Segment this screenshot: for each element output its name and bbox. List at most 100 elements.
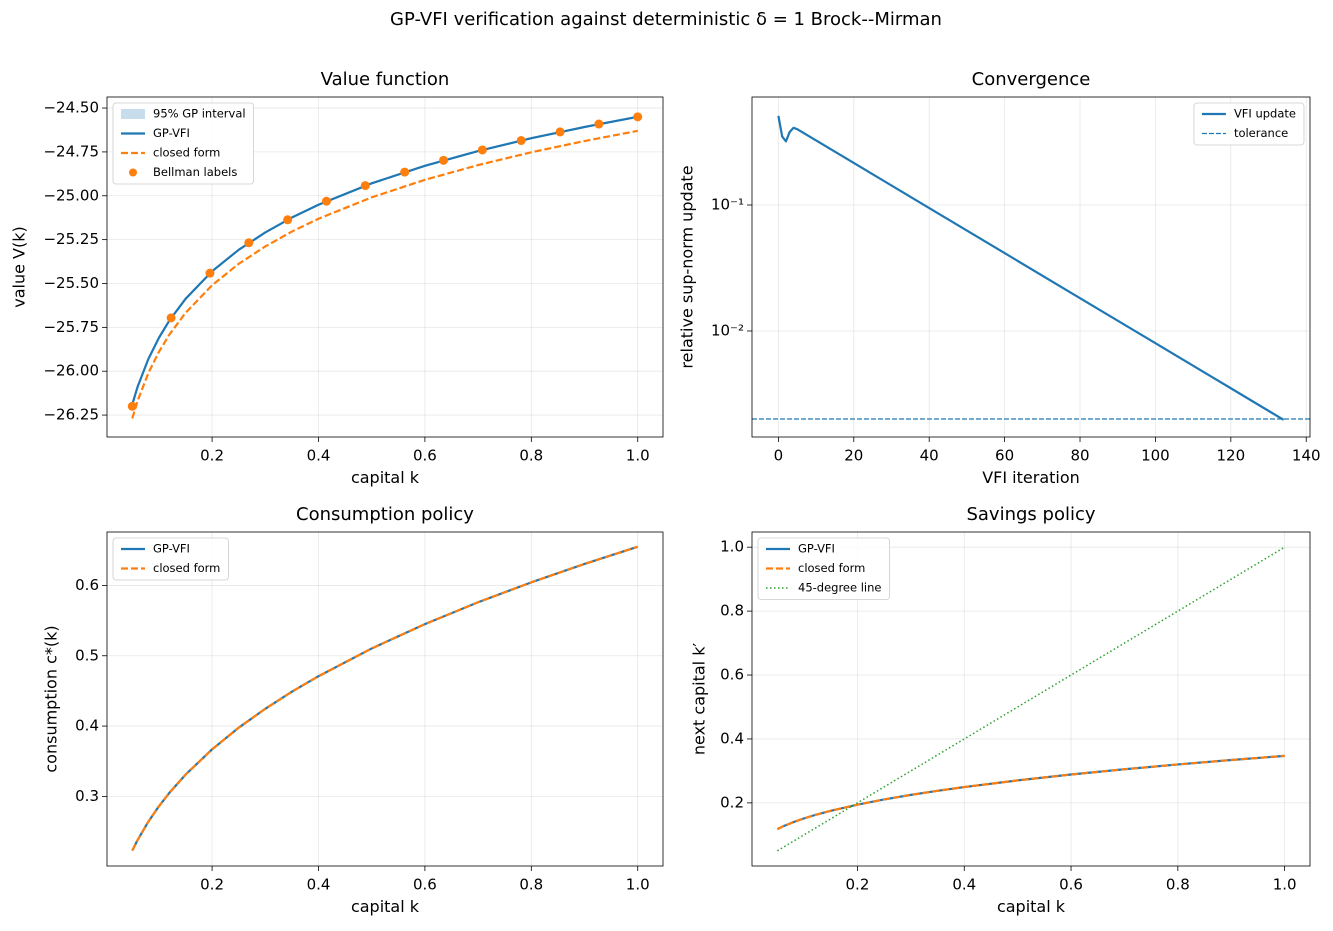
y-tick-label: 1.0: [720, 538, 744, 556]
line-series: [131, 545, 639, 852]
y-axis-label: value V(k): [10, 226, 29, 307]
x-tick-label: 80: [1070, 447, 1089, 465]
legend-label: GP-VFI: [153, 126, 190, 140]
x-tick-label: 140: [1292, 447, 1321, 465]
y-axis-label: relative sup-norm update: [678, 165, 697, 368]
figure-title: GP-VFI verification against deterministi…: [390, 9, 942, 30]
marker: [205, 268, 215, 278]
legend-label: closed form: [153, 146, 220, 160]
y-tick-label: −24.75: [43, 142, 99, 160]
marker: [594, 119, 604, 129]
x-axis-label: VFI iteration: [982, 468, 1080, 487]
plot-area: [127, 112, 643, 419]
marker: [283, 215, 293, 225]
axes-title: Consumption policy: [296, 504, 474, 525]
axes-title: Convergence: [972, 69, 1091, 90]
x-tick-label: 0.6: [413, 876, 437, 894]
y-tick-label: −25.00: [43, 186, 99, 204]
marker: [166, 313, 176, 323]
subplot: 0 20 40 60 80 100 120 140 10⁻² 10⁻¹ Convergence VFI…: [678, 69, 1321, 487]
legend-label: Bellman labels: [153, 165, 237, 179]
legend-label: GP-VFI: [798, 542, 835, 556]
y-tick-label: 0.2: [720, 793, 744, 811]
legend-label: tolerance: [1234, 126, 1288, 140]
subplot: 0.2 0.4 0.6 0.8 1.0 −24.50 −24.75 −25.00 −25.25 −…: [10, 69, 664, 487]
axes-frame: [751, 96, 1311, 438]
x-tick-label: 0: [774, 447, 784, 465]
x-tick-label: 100: [1141, 447, 1170, 465]
y-tick-label: 10⁻²: [711, 321, 744, 339]
legend: GP-VFI closed form 45-degree line: [757, 537, 890, 600]
y-tick-label: 0.4: [720, 729, 744, 747]
axes-title: Savings policy: [966, 504, 1095, 525]
y-tick-label: 0.4: [75, 717, 99, 735]
x-tick-label: 0.4: [307, 447, 331, 465]
x-tick-label: 1.0: [1273, 876, 1297, 894]
line-series: [131, 115, 638, 405]
y-tick-label: 10⁻¹: [711, 196, 744, 214]
x-tick-label: 20: [844, 447, 863, 465]
x-axis-label: capital k: [351, 897, 420, 916]
y-tick-label: 0.6: [720, 666, 744, 684]
x-tick-label: 1.0: [626, 876, 650, 894]
x-tick-label: 40: [920, 447, 939, 465]
x-tick-label: 0.8: [519, 876, 543, 894]
y-tick-label: 0.5: [75, 646, 99, 664]
plot-area: [776, 546, 1286, 852]
legend-label: closed form: [153, 561, 220, 575]
legend-frame: [757, 537, 890, 600]
y-tick-label: 0.8: [720, 602, 744, 620]
y-tick-label: −25.50: [43, 274, 99, 292]
legend: GP-VFI closed form: [112, 537, 229, 581]
marker: [516, 136, 526, 146]
plot-area: [131, 545, 639, 852]
legend-label: 95% GP interval: [153, 107, 246, 121]
y-axis-label: consumption c*(k): [42, 625, 61, 772]
x-tick-label: 0.2: [846, 876, 870, 894]
legend-swatch: [129, 168, 137, 177]
y-tick-label: −26.00: [43, 362, 99, 380]
y-tick-label: 0.6: [75, 576, 99, 594]
y-tick-label: −24.50: [43, 99, 99, 117]
y-tick-label: 0.3: [75, 787, 99, 805]
legend-label: GP-VFI: [153, 542, 190, 556]
x-tick-label: 0.4: [307, 876, 331, 894]
y-tick-label: −26.25: [43, 406, 99, 424]
marker: [555, 127, 565, 137]
y-axis-label: next capital k′: [690, 643, 709, 756]
x-tick-label: 0.2: [200, 447, 224, 465]
line-series: [776, 546, 1286, 852]
marker: [127, 401, 137, 411]
axes-title: Value function: [321, 69, 450, 90]
legend-frame: [112, 102, 254, 185]
x-tick-label: 0.8: [519, 447, 543, 465]
x-tick-label: 0.4: [952, 876, 976, 894]
y-tick-label: −25.75: [43, 318, 99, 336]
x-tick-label: 60: [995, 447, 1014, 465]
x-tick-label: 0.6: [413, 447, 437, 465]
line-series: [777, 115, 1285, 421]
x-tick-label: 0.6: [1059, 876, 1083, 894]
legend-label: closed form: [798, 561, 865, 575]
y-tick-label: −25.25: [43, 230, 99, 248]
axes-frame: [751, 531, 1311, 867]
marker: [439, 155, 449, 165]
x-tick-label: 1.0: [626, 447, 650, 465]
marker: [244, 238, 254, 248]
subplot: 0.2 0.4 0.6 0.8 1.0 0.3 0.4 0.5 0.6 Consumption p…: [42, 504, 664, 916]
legend: 95% GP interval GP-VFI closed form Bellman …: [112, 102, 254, 185]
x-tick-label: 0.2: [200, 876, 224, 894]
marker: [400, 167, 410, 177]
legend-label: VFI update: [1234, 107, 1296, 121]
x-axis-label: capital k: [997, 897, 1066, 916]
marker: [633, 112, 643, 122]
axes-frame: [106, 96, 664, 438]
axes-frame: [106, 531, 664, 867]
legend: VFI update tolerance: [1193, 102, 1305, 146]
plot-area: [752, 115, 1310, 421]
subplot: 0.2 0.4 0.6 0.8 1.0 0.2 0.4 0.6 0.8 1.0 Savings po…: [690, 504, 1311, 916]
x-tick-label: 120: [1217, 447, 1246, 465]
marker: [321, 196, 331, 206]
